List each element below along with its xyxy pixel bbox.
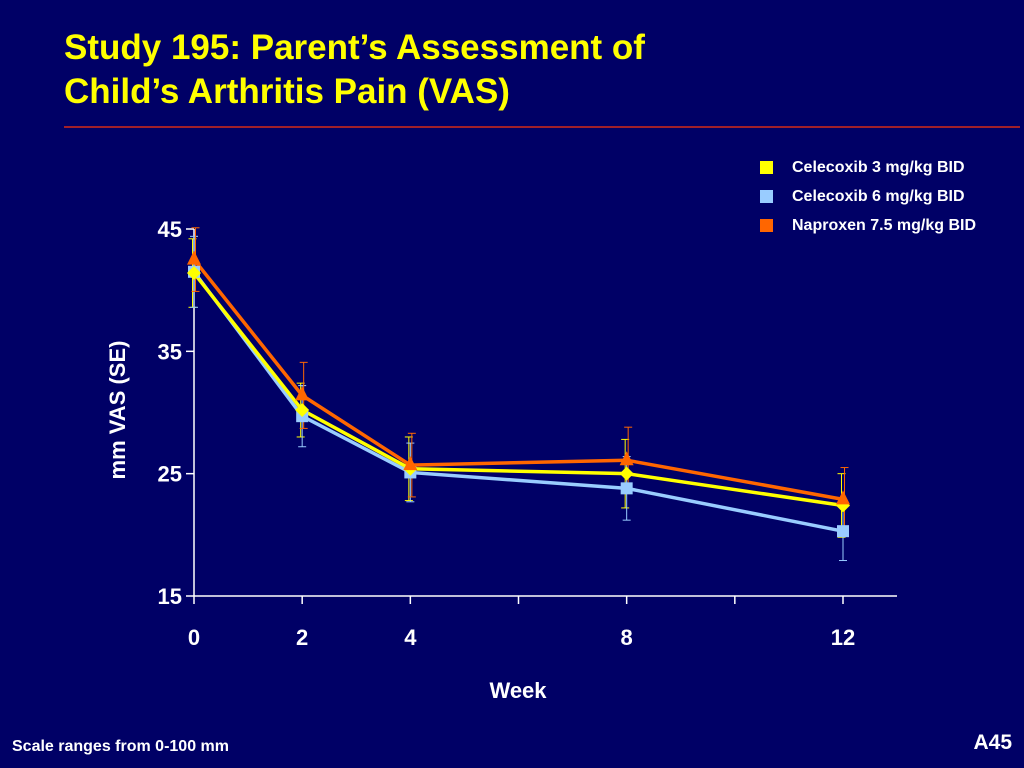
- legend-label-celecoxib-3: Celecoxib 3 mg/kg BID: [792, 158, 965, 176]
- legend-item-celecoxib-6: Celecoxib 6 mg/kg BID: [760, 182, 976, 211]
- y-axis-title: mm VAS (SE): [105, 341, 130, 480]
- data-point: [295, 403, 310, 418]
- series-line: [192, 271, 844, 508]
- data-point: [619, 466, 634, 481]
- legend-swatch-celecoxib-3: [760, 161, 773, 174]
- legend-swatch-celecoxib-6: [760, 190, 773, 203]
- data-point: [836, 490, 850, 505]
- data-point: [295, 386, 310, 401]
- chart-legend: Celecoxib 3 mg/kg BID Celecoxib 6 mg/kg …: [760, 153, 976, 240]
- legend-label-celecoxib-6: Celecoxib 6 mg/kg BID: [792, 187, 965, 205]
- series-line: [192, 258, 844, 502]
- x-tick-label: 12: [831, 625, 855, 650]
- legend-label-naproxen: Naproxen 7.5 mg/kg BID: [792, 216, 977, 234]
- y-tick-label: 15: [158, 584, 182, 609]
- slide-title: Study 195: Parent’s Assessment of Child’…: [64, 26, 964, 114]
- y-tick-label: 45: [158, 217, 182, 242]
- data-point: [619, 451, 634, 466]
- legend-item-celecoxib-3: Celecoxib 3 mg/kg BID: [760, 153, 976, 182]
- scale-note: Scale ranges from 0-100 mm: [12, 738, 229, 755]
- x-tick-label: 8: [621, 625, 633, 650]
- slide-title-line-1: Study 195: Parent’s Assessment of: [64, 28, 645, 67]
- slide-id: A45: [973, 731, 1012, 754]
- x-axis-title: Week: [489, 678, 547, 703]
- y-tick-label: 35: [158, 339, 182, 364]
- legend-swatch-naproxen: [760, 219, 773, 232]
- data-point: [837, 525, 849, 538]
- x-tick-label: 4: [404, 625, 417, 650]
- slide-title-line-2: Child’s Arthritis Pain (VAS): [64, 72, 510, 111]
- data-point: [403, 456, 418, 471]
- data-point: [187, 250, 201, 265]
- legend-item-naproxen: Naproxen 7.5 mg/kg BID: [760, 211, 976, 240]
- y-tick-label: 25: [158, 462, 182, 487]
- x-tick-label: 2: [296, 625, 308, 650]
- data-point: [187, 266, 201, 281]
- x-tick-label: 0: [188, 625, 200, 650]
- title-divider: [64, 126, 1020, 128]
- data-point: [620, 482, 633, 495]
